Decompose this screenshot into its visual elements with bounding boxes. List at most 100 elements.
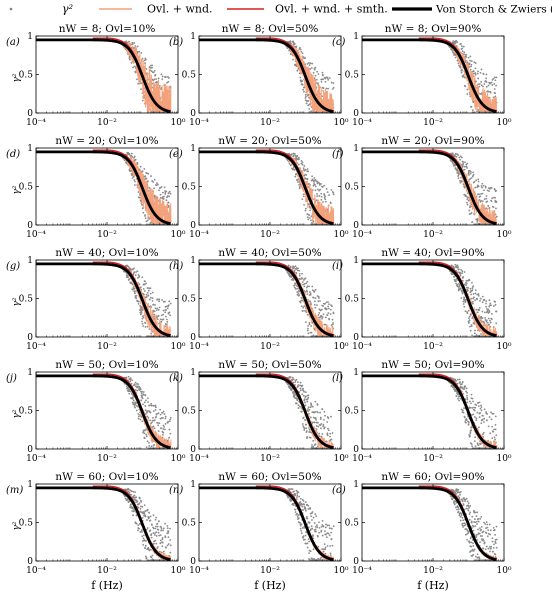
ytick-label: 0.5: [182, 295, 197, 305]
panel-g: 10⁻⁴ 10⁻² 10⁰ 0 0.5 1 (g) nW = 40; Ovl=10% γ²: [6, 247, 186, 352]
axes-box: [198, 371, 342, 450]
ytick-label: 0.5: [345, 519, 360, 529]
panel-title: nW = 40; Ovl=50%: [218, 247, 321, 259]
ytick-label: 0.5: [19, 71, 34, 81]
panel-o: 10⁻⁴ 10⁻² 10⁰ 0 0.5 1 (o) nW = 60; Ovl=90% f (Hz…: [332, 471, 512, 592]
ytick-label: 1: [27, 480, 33, 490]
line-von-storch: [199, 262, 334, 337]
panel-title: nW = 20; Ovl=10%: [55, 135, 158, 147]
ytick-label: 0: [190, 109, 196, 119]
xtick-label: 10⁻⁴: [26, 230, 46, 240]
line-ovl-wnd-smth: [418, 373, 498, 448]
panel-title: nW = 20; Ovl=90%: [381, 135, 484, 147]
ytick-label: 0.5: [182, 183, 197, 193]
xtick-label: 10⁻²: [423, 118, 443, 128]
line-von-storch: [362, 374, 497, 449]
ytick-label: 1: [27, 32, 33, 42]
line-ovl-wnd: [283, 490, 334, 561]
panel-title: nW = 60; Ovl=50%: [218, 471, 321, 483]
xtick-label: 10⁻⁴: [352, 342, 372, 352]
panel-j: 10⁻⁴ 10⁻² 10⁰ 0 0.5 1 (j) nW = 50; Ovl=10% γ²: [6, 359, 186, 464]
ytick-label: 0: [353, 445, 359, 455]
legend-label-ovl-wnd: Ovl. + wnd.: [147, 3, 213, 16]
xtick-label: 10⁰: [170, 342, 185, 352]
scatter-gamma2: [446, 376, 498, 449]
ytick-label: 0.5: [345, 71, 360, 81]
xtick-label: 10⁰: [170, 566, 185, 576]
ytick-label: 1: [27, 144, 33, 154]
ytick-label: 0: [353, 557, 359, 567]
ytick-label: 0.5: [182, 71, 197, 81]
panel-title: nW = 40; Ovl=90%: [381, 247, 484, 259]
panel-a: 10⁻⁴ 10⁻² 10⁰ 0 0.5 1 (a) nW = 8; Ovl=10% γ²: [6, 23, 186, 128]
y-axis-label: γ²: [12, 409, 22, 418]
line-von-storch: [36, 486, 171, 561]
ytick-label: 0: [27, 221, 33, 231]
panel-letter: (m): [6, 485, 23, 496]
ytick-label: 0: [27, 445, 33, 455]
panel-title: nW = 8; Ovl=50%: [222, 23, 319, 35]
panel-m: 10⁻⁴ 10⁻² 10⁰ 0 0.5 1 (m) nW = 60; Ovl=10% γ² f (…: [6, 471, 186, 592]
y-axis-label: γ²: [12, 73, 22, 82]
scatter-gamma2: [283, 376, 335, 449]
ytick-label: 0: [27, 557, 33, 567]
ytick-label: 1: [353, 256, 359, 266]
xtick-label: 10⁰: [170, 230, 185, 240]
ytick-label: 1: [353, 368, 359, 378]
y-axis-label: γ²: [12, 185, 22, 194]
scatter-gamma2: [283, 488, 335, 561]
legend-label-ovl-wnd-smth: Ovl. + wnd. + smth.: [275, 3, 388, 16]
panel-letter: (e): [169, 149, 183, 160]
panel-title: nW = 60; Ovl=90%: [381, 471, 484, 483]
xtick-label: 10⁰: [170, 118, 185, 128]
ytick-label: 0.5: [19, 407, 34, 417]
panel-letter: (o): [332, 485, 346, 496]
panel-letter: (n): [169, 485, 183, 496]
ytick-label: 0: [353, 221, 359, 231]
ytick-label: 0: [190, 557, 196, 567]
panel-title: nW = 50; Ovl=90%: [381, 359, 484, 371]
panel-letter: (h): [169, 261, 183, 272]
panel-h: 10⁻⁴ 10⁻² 10⁰ 0 0.5 1 (h) nW = 40; Ovl=50%: [169, 247, 349, 352]
axes-box: [361, 483, 505, 562]
ytick-label: 1: [353, 32, 359, 42]
ytick-label: 0.5: [182, 519, 197, 529]
xtick-label: 10⁰: [333, 566, 348, 576]
xtick-label: 10⁻²: [97, 454, 117, 464]
ytick-label: 1: [190, 144, 196, 154]
xtick-label: 10⁻⁴: [26, 566, 46, 576]
panel-letter: (i): [332, 261, 343, 272]
ytick-label: 0.5: [19, 295, 34, 305]
ytick-label: 1: [353, 144, 359, 154]
legend: γ² Ovl. + wnd. Ovl. + wnd. + smth. Von Stor…: [9, 3, 552, 16]
xtick-label: 10⁻²: [423, 230, 443, 240]
ytick-label: 1: [190, 32, 196, 42]
ytick-label: 1: [190, 480, 196, 490]
xtick-label: 10⁻⁴: [26, 118, 46, 128]
xtick-label: 10⁻²: [260, 566, 280, 576]
xtick-label: 10⁻²: [260, 454, 280, 464]
ytick-label: 0: [190, 221, 196, 231]
line-von-storch: [199, 486, 334, 561]
xtick-label: 10⁻⁴: [189, 454, 209, 464]
ytick-label: 0.5: [345, 407, 360, 417]
ytick-label: 0.5: [182, 407, 197, 417]
ytick-label: 1: [27, 256, 33, 266]
panel-letter: (g): [6, 261, 20, 272]
xtick-label: 10⁻⁴: [352, 566, 372, 576]
legend-marker-gamma2: [9, 7, 13, 11]
xtick-label: 10⁰: [333, 454, 348, 464]
xtick-label: 10⁻²: [423, 454, 443, 464]
xtick-label: 10⁻⁴: [26, 454, 46, 464]
panel-letter: (l): [332, 373, 343, 384]
y-axis-label: γ²: [12, 521, 22, 530]
line-von-storch: [36, 374, 171, 449]
xtick-label: 10⁰: [333, 230, 348, 240]
line-ovl-wnd: [121, 153, 172, 224]
y-axis-label: γ²: [12, 297, 22, 306]
panel-l: 10⁻⁴ 10⁻² 10⁰ 0 0.5 1 (l) nW = 50; Ovl=90%: [332, 359, 512, 464]
panel-d: 10⁻⁴ 10⁻² 10⁰ 0 0.5 1 (d) nW = 20; Ovl=10% γ²: [6, 135, 186, 240]
line-von-storch: [199, 38, 334, 113]
scatter-gamma2: [446, 488, 498, 561]
